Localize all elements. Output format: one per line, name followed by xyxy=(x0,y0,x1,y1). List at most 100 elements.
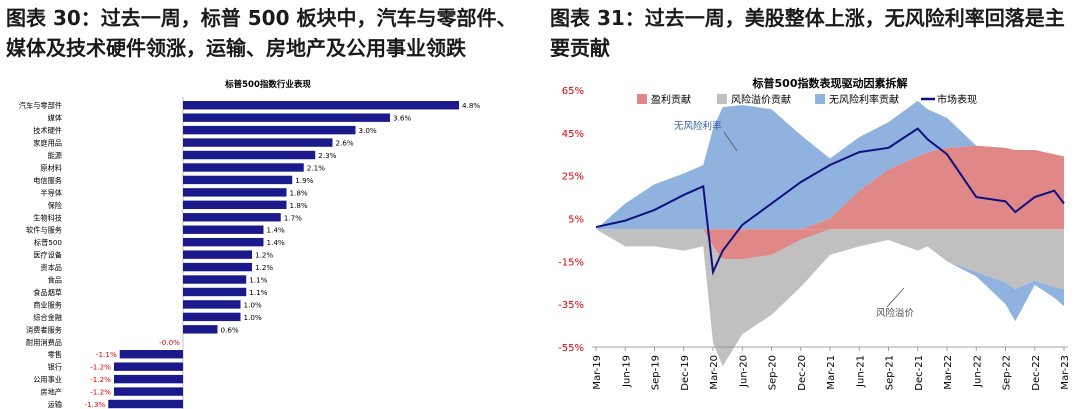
category-label: 标普500 xyxy=(34,238,63,247)
bar-value-label: 1.4% xyxy=(267,226,285,235)
category-label: 汽车与零部件 xyxy=(19,101,62,110)
profit-area-negative xyxy=(596,229,1064,260)
category-label: 运输 xyxy=(48,400,62,409)
bar-value-label: -1.1% xyxy=(96,350,117,359)
bar-value-label: 1.0% xyxy=(244,313,262,322)
x-tick-label: Dec-20 xyxy=(797,355,808,391)
x-tick-label: Mar-22 xyxy=(943,355,954,390)
category-label: 家庭用品 xyxy=(33,139,62,148)
x-tick-label: Jun-19 xyxy=(621,355,632,388)
bar-value-label: -1.3% xyxy=(84,400,105,409)
chart-title: 标普500指数表现驱动因素拆解 xyxy=(752,76,908,90)
category-label: 资本品 xyxy=(40,263,62,272)
bar-value-label: 2.3% xyxy=(318,151,336,160)
bar xyxy=(183,300,241,309)
bar xyxy=(183,113,390,122)
y-tick-label: 5% xyxy=(568,215,584,226)
left-figure-title: 图表 30：过去一周，标普 500 板块中，汽车与零部件、媒体及技术硬件领涨，运… xyxy=(6,6,517,60)
bar xyxy=(183,237,264,247)
bar xyxy=(183,188,287,197)
bar-value-label: -1.2% xyxy=(90,363,111,372)
legend-swatch xyxy=(717,94,727,104)
x-tick-label: Jun-20 xyxy=(738,355,749,388)
bar-value-label: 3.0% xyxy=(359,126,377,135)
bar xyxy=(183,200,287,210)
x-tick-label: Mar-23 xyxy=(1060,355,1071,390)
bar xyxy=(183,163,304,172)
category-label: 技术硬件 xyxy=(33,126,62,135)
bar xyxy=(183,125,356,135)
bar-value-label: 1.7% xyxy=(284,213,302,222)
bar-value-label: 4.8% xyxy=(462,101,480,110)
x-tick-label: Dec-19 xyxy=(680,355,691,391)
bar-value-label: -1.2% xyxy=(90,388,111,397)
bar-value-label: 1.1% xyxy=(249,288,267,297)
right-figure-title: 图表 31：过去一周，美股整体上涨，无风险利率回落是主要贡献 xyxy=(550,6,1065,60)
category-label: 半导体 xyxy=(40,188,62,197)
bar xyxy=(183,287,247,297)
y-tick-label: -15% xyxy=(558,257,584,268)
bar xyxy=(183,250,252,259)
category-label: 能源 xyxy=(48,151,62,160)
bar-value-label: 1.2% xyxy=(255,251,273,260)
chart-title: 标普500指数行业表现 xyxy=(224,79,311,90)
annotation-label: 无风险利率 xyxy=(674,120,722,132)
category-label: 食品 xyxy=(48,276,62,285)
bar xyxy=(114,374,183,384)
category-label: 软件与服务 xyxy=(26,226,62,235)
bar-value-label: 1.9% xyxy=(295,176,313,185)
y-tick-label: -55% xyxy=(558,343,584,354)
category-label: 商业服务 xyxy=(33,300,62,309)
x-tick-label: Sep-21 xyxy=(885,355,896,390)
legend-label: 盈利贡献 xyxy=(651,93,691,106)
bar xyxy=(183,312,241,322)
category-label: 零售 xyxy=(48,350,62,359)
bar-value-label: 2.1% xyxy=(307,163,325,172)
bar xyxy=(183,275,247,284)
y-tick-label: 25% xyxy=(562,172,584,183)
bar xyxy=(114,387,183,396)
x-tick-label: Dec-22 xyxy=(1031,355,1042,391)
bar xyxy=(183,101,459,110)
bar-value-label: -1.2% xyxy=(90,375,111,384)
bar-value-label: 1.0% xyxy=(244,300,262,309)
x-tick-label: Dec-21 xyxy=(914,355,925,391)
bar-value-label: 2.6% xyxy=(336,139,354,148)
bar xyxy=(183,175,293,185)
category-label: 保险 xyxy=(48,201,63,210)
x-tick-label: Jun-21 xyxy=(855,355,866,388)
driver-decomposition-chart: 标普500指数表现驱动因素拆解 65% 45% 25% 5% -15% -35% -55% Ma… xyxy=(558,76,1071,391)
x-tick-label: Sep-22 xyxy=(1002,355,1013,390)
category-label: 银行 xyxy=(48,363,62,372)
market-line xyxy=(595,127,1065,276)
category-label: 医疗设备 xyxy=(33,251,62,260)
category-label: 消费者服务 xyxy=(26,325,62,334)
x-tick-label: Sep-20 xyxy=(768,355,779,390)
bar-value-label: 0.6% xyxy=(221,325,239,334)
category-label: 原材料 xyxy=(40,163,62,172)
bar-value-label: 1.1% xyxy=(249,276,267,285)
annotation-arrow xyxy=(723,131,738,152)
category-label: 生物科技 xyxy=(33,213,62,222)
bar xyxy=(108,399,183,409)
y-tick-label: 45% xyxy=(562,129,584,140)
bar xyxy=(183,150,316,160)
bar-value-label: 1.4% xyxy=(267,238,285,247)
category-label: 电信服务 xyxy=(33,176,62,185)
bar xyxy=(183,225,264,234)
x-tick-label: Mar-21 xyxy=(826,355,837,390)
category-label: 食品烟草 xyxy=(33,288,62,297)
bar-value-label: 3.6% xyxy=(393,114,411,123)
bar xyxy=(183,138,333,147)
annotation-label: 风险溢价 xyxy=(876,307,915,319)
legend-label: 风险溢价贡献 xyxy=(731,93,791,106)
x-tick-label: Jun-22 xyxy=(972,355,983,388)
risk-premium-area xyxy=(596,229,1064,367)
x-tick-label: Mar-19 xyxy=(592,355,603,390)
legend-label: 无风险利率贡献 xyxy=(829,93,899,106)
y-tick-label: -35% xyxy=(558,300,584,311)
annotation-arrow xyxy=(886,287,905,308)
profit-area xyxy=(596,145,1064,230)
x-tick-label: Sep-19 xyxy=(651,355,662,390)
